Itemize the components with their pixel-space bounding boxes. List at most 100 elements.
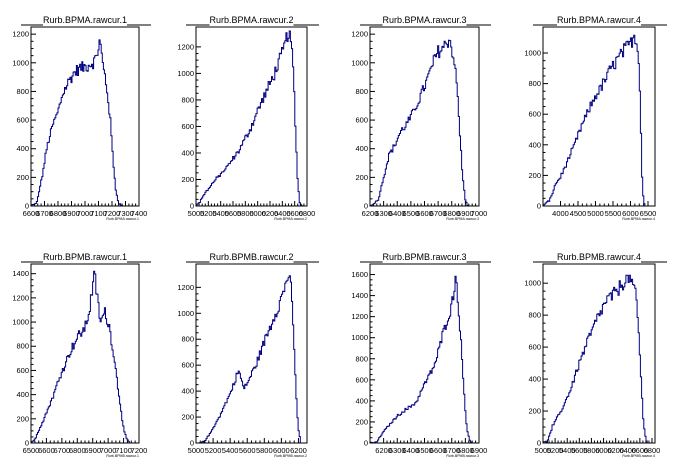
- x-tick-label: 7200: [104, 209, 121, 218]
- y-tick-label: 0: [537, 439, 541, 448]
- panel-title: Rurb.BPMA.rawcur.4: [557, 15, 641, 25]
- y-tick-label: 1000: [351, 333, 368, 342]
- y-tick-label: 400: [16, 144, 29, 153]
- y-tick-label: 400: [528, 140, 541, 149]
- x-tick-label: 4500: [570, 209, 587, 218]
- x-tick-label: 6200: [375, 446, 392, 455]
- histogram-line: [543, 34, 655, 207]
- y-tick-label: 0: [190, 439, 194, 448]
- x-tick-label: 6500: [403, 209, 420, 218]
- x-tick-label: 6700: [430, 209, 447, 218]
- title-box: [557, 250, 641, 263]
- x-tick-label: 6000: [622, 209, 639, 218]
- x-tick-label: 7200: [131, 446, 148, 455]
- y-tick-label: 800: [181, 335, 194, 344]
- title-box: [209, 250, 294, 263]
- title-box: [382, 250, 467, 263]
- x-tick-label: 6700: [443, 446, 460, 455]
- y-tick-label: 1000: [177, 309, 194, 318]
- panel-title: Rurb.BPMA.rawcur.2: [209, 15, 293, 25]
- x-tick-label: 5500: [605, 209, 622, 218]
- y-tick-label: 1600: [351, 270, 368, 279]
- x-tick-label: 6400: [274, 209, 291, 218]
- y-tick-label: 1200: [177, 283, 194, 292]
- x-axis-label: Rurb.BPMA.rawcur.1: [106, 217, 139, 221]
- y-tick-label: 200: [528, 407, 541, 416]
- x-tick-label: 6500: [640, 209, 657, 218]
- x-tick-label: 6900: [84, 446, 101, 455]
- x-tick-label: 6300: [375, 209, 392, 218]
- y-tick-label: 1200: [12, 30, 29, 39]
- y-tick-label: 1000: [177, 69, 194, 78]
- histogram-panel-4: Rurb.BPMA.rawcur.4 0 200 400 600 800 1000 4000 4…: [524, 13, 667, 221]
- y-tick-label: 800: [528, 79, 541, 88]
- histogram-panel-2: Rurb.BPMA.rawcur.2 0 200 400 600 800 1000 1200 5…: [177, 13, 319, 221]
- plot-frame: [542, 263, 656, 444]
- x-tick-label: 6600: [632, 446, 649, 455]
- y-tick-label: 600: [16, 366, 29, 375]
- x-tick-label: 6600: [286, 209, 303, 218]
- y-tick-label: 0: [25, 439, 29, 448]
- plot-frame: [542, 26, 656, 207]
- y-tick-label: 1000: [524, 279, 541, 288]
- x-tick-label: 5800: [256, 446, 273, 455]
- y-tick-label: 200: [181, 175, 194, 184]
- x-tick-label: 6400: [389, 209, 406, 218]
- y-tick-label: 1200: [351, 30, 368, 39]
- x-tick-label: 6000: [273, 446, 290, 455]
- histogram-line: [196, 30, 307, 207]
- y-tick-label: 1200: [351, 312, 368, 321]
- x-tick-label: 6400: [619, 446, 636, 455]
- y-tick-label: 1000: [351, 58, 368, 67]
- x-axis-label: Rurb.BPMB.rawcur.3: [446, 454, 479, 458]
- y-tick-label: 1200: [12, 293, 29, 302]
- x-axis-label: Rurb.BPMB.rawcur.1: [106, 454, 139, 458]
- y-tick-label: 800: [16, 87, 29, 96]
- x-tick-label: 5000: [188, 446, 205, 455]
- x-axis-label: Rurb.BPMB.rawcur.4: [622, 454, 655, 458]
- x-tick-label: 6000: [249, 209, 266, 218]
- y-tick-label: 600: [181, 122, 194, 131]
- x-tick-label: 5400: [559, 446, 576, 455]
- x-tick-label: 6400: [403, 446, 420, 455]
- x-tick-label: 5000: [587, 209, 604, 218]
- x-tick-label: 7000: [77, 209, 94, 218]
- panel-title: Rurb.BPMA.rawcur.3: [382, 15, 466, 25]
- x-tick-label: 6800: [457, 446, 474, 455]
- y-tick-label: 0: [190, 202, 194, 211]
- y-tick-label: 200: [16, 414, 29, 423]
- y-tick-label: 800: [181, 95, 194, 104]
- x-tick-label: 6800: [50, 209, 67, 218]
- x-tick-label: 6500: [23, 446, 40, 455]
- x-tick-label: 6800: [443, 209, 460, 218]
- x-tick-label: 7000: [471, 209, 488, 218]
- histogram-panel-1: Rurb.BPMA.rawcur.1 0 200 400 600 800 1000 1200 6…: [12, 13, 151, 221]
- x-tick-label: 7100: [90, 209, 107, 218]
- x-tick-label: 5000: [188, 209, 205, 218]
- y-tick-label: 800: [355, 354, 368, 363]
- y-tick-label: 200: [355, 417, 368, 426]
- y-tick-label: 1200: [177, 42, 194, 51]
- y-tick-label: 800: [16, 342, 29, 351]
- x-tick-label: 7400: [131, 209, 148, 218]
- x-tick-label: 7100: [115, 446, 132, 455]
- histogram-panel-8: Rurb.BPMB.rawcur.40200400600800100050005…: [524, 250, 667, 458]
- x-tick-label: 5200: [200, 209, 217, 218]
- x-tick-label: 5400: [222, 446, 239, 455]
- x-tick-label: 6200: [607, 446, 624, 455]
- x-tick-label: 5000: [535, 446, 552, 455]
- x-tick-label: 5600: [571, 446, 588, 455]
- x-tick-label: 7300: [117, 209, 134, 218]
- x-tick-label: 6500: [416, 446, 433, 455]
- y-tick-label: 1000: [524, 49, 541, 58]
- x-tick-label: 5200: [205, 446, 222, 455]
- histogram-line: [31, 270, 139, 444]
- x-axis-label: Rurb.BPMA.rawcur.2: [274, 217, 307, 221]
- title-box: [209, 13, 294, 26]
- x-tick-label: 6200: [290, 446, 307, 455]
- panel-title: Rurb.BPMB.rawcur.3: [382, 252, 466, 262]
- y-tick-label: 400: [181, 387, 194, 396]
- y-tick-label: 600: [528, 110, 541, 119]
- y-tick-label: 400: [16, 390, 29, 399]
